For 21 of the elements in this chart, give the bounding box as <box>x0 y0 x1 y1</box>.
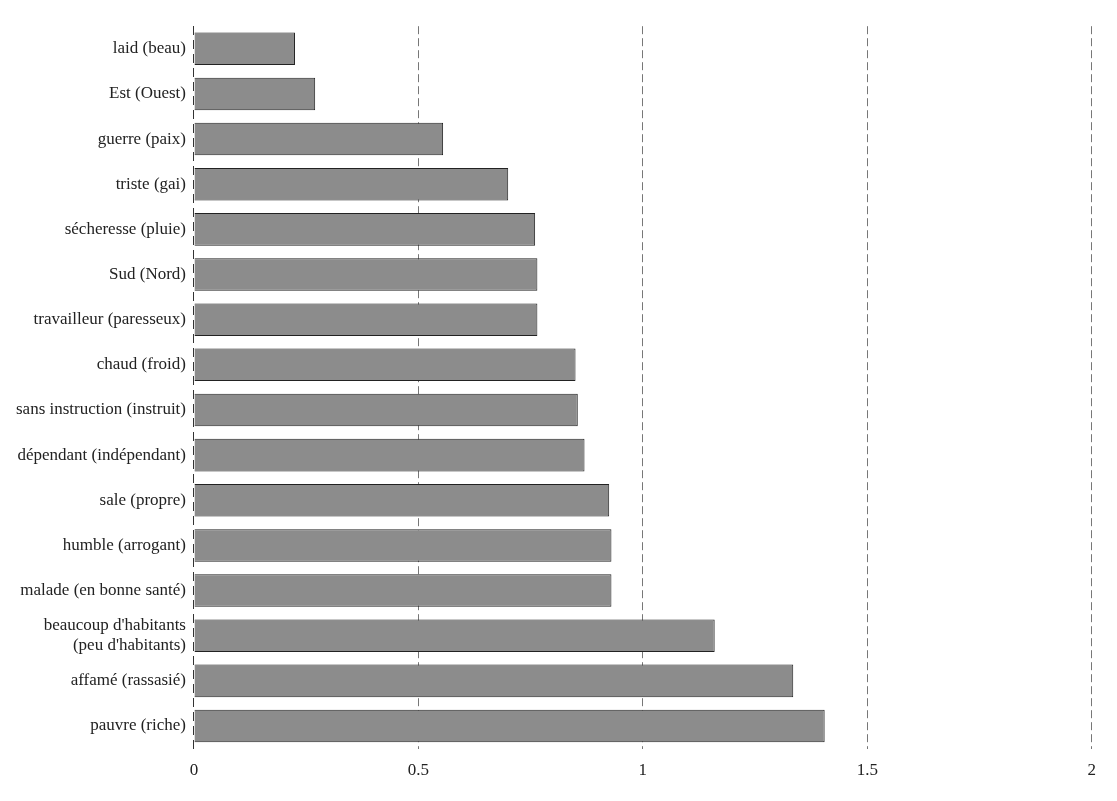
x-tick-label: 1 <box>638 760 648 780</box>
y-tick-label: sale (propre) <box>99 489 186 509</box>
y-tick-label: malade (en bonne santé) <box>20 580 186 600</box>
x-tick-label: 0 <box>189 760 199 780</box>
y-tick-label: pauvre (riche) <box>90 715 186 735</box>
y-tick-label: Sud (Nord) <box>109 263 186 283</box>
y-tick-label: guerre (paix) <box>97 128 186 148</box>
y-tick-label: dépendant (indépendant) <box>17 444 186 464</box>
y-tick-label: Est (Ouest) <box>109 83 186 103</box>
y-tick-label: triste (gai) <box>115 173 186 193</box>
y-tick-label: sans instruction (instruit) <box>16 399 186 419</box>
y-tick-label: humble (arrogant) <box>62 534 186 554</box>
y-tick-label: laid (beau) <box>112 38 186 58</box>
x-tick-label: 0.5 <box>407 760 430 780</box>
y-tick-label: affamé (rassasié) <box>70 670 186 690</box>
y-tick-label: beaucoup d'habitants (peu d'habitants) <box>43 614 186 655</box>
y-tick-label: travailleur (paresseux) <box>33 309 186 329</box>
y-tick-label: sécheresse (pluie) <box>64 218 186 238</box>
y-tick-label: chaud (froid) <box>96 354 186 374</box>
x-tick-label: 2 <box>1087 760 1096 780</box>
x-tick-label: 1.5 <box>856 760 878 780</box>
